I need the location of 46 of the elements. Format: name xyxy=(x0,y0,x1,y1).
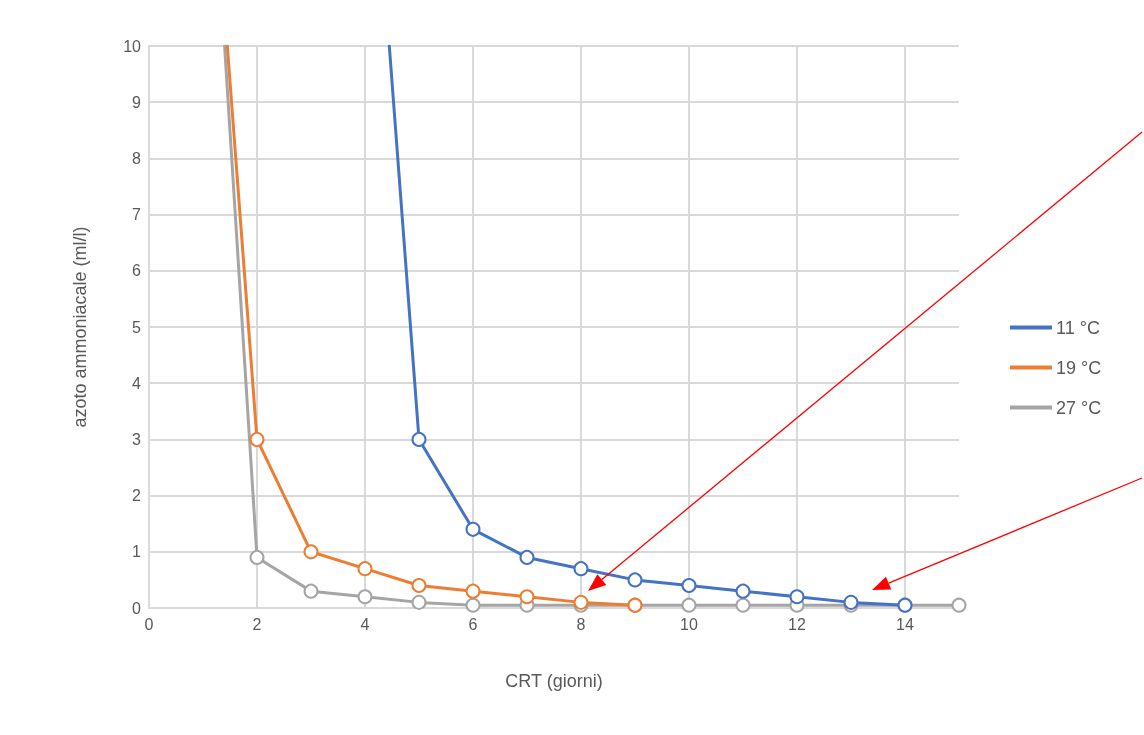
x-tick-label: 0 xyxy=(144,615,154,633)
y-tick-label: 6 xyxy=(132,262,142,280)
x-tick-label: 10 xyxy=(680,615,698,633)
y-tick-label: 9 xyxy=(132,93,142,111)
point xyxy=(681,597,697,613)
point xyxy=(411,594,427,610)
point xyxy=(789,589,805,605)
point xyxy=(519,589,535,605)
point xyxy=(573,561,589,577)
point xyxy=(681,578,697,594)
point xyxy=(951,597,967,613)
y-tick-label: 0 xyxy=(132,599,142,617)
point xyxy=(465,521,481,537)
legend-label: 11 °C xyxy=(1056,317,1100,338)
x-tick-label: 4 xyxy=(360,615,370,633)
y-tick-label: 1 xyxy=(132,543,142,561)
y-axis-title: azoto ammoniacale (ml/l) xyxy=(70,226,90,428)
point xyxy=(357,561,373,577)
x-tick-label: 12 xyxy=(788,615,806,633)
x-tick-label: 2 xyxy=(252,615,262,633)
point xyxy=(357,589,373,605)
point xyxy=(465,597,481,613)
legend-label: 27 °C xyxy=(1056,397,1102,418)
x-axis-title: CRT (giorni) xyxy=(505,671,603,691)
x-tick-label: 14 xyxy=(896,615,914,633)
point xyxy=(249,549,265,565)
point xyxy=(411,431,427,447)
point xyxy=(519,549,535,565)
y-tick-label: 10 xyxy=(123,37,142,55)
point xyxy=(627,572,643,588)
x-tick-label: 8 xyxy=(576,615,586,633)
y-tick-label: 3 xyxy=(132,430,142,448)
y-tick-label: 8 xyxy=(132,149,142,167)
y-tick-label: 5 xyxy=(132,318,142,336)
point xyxy=(735,597,751,613)
point xyxy=(303,544,319,560)
y-tick-label: 2 xyxy=(132,487,142,505)
point xyxy=(735,583,751,599)
y-tick-label: 7 xyxy=(132,206,142,224)
point xyxy=(465,583,481,599)
point xyxy=(303,583,319,599)
legend-label: 19 °C xyxy=(1056,357,1102,378)
point xyxy=(411,578,427,594)
y-tick-label: 4 xyxy=(132,374,142,392)
x-tick-label: 6 xyxy=(468,615,478,633)
point xyxy=(249,431,265,447)
